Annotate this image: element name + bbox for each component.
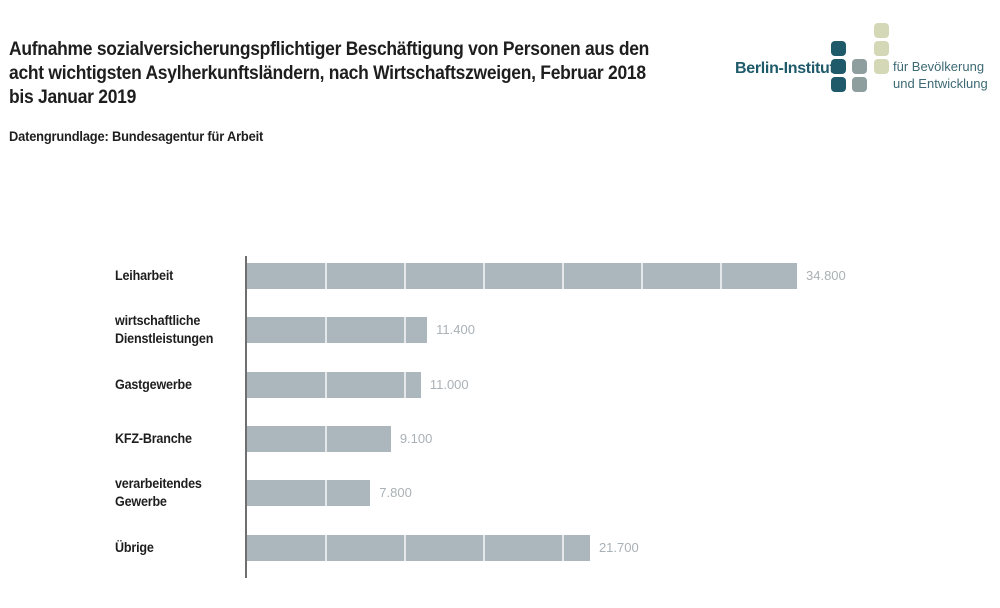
category-label-line: Gewerbe bbox=[115, 494, 167, 510]
category-label-line: Dienstleistungen bbox=[115, 331, 214, 347]
bar bbox=[247, 534, 590, 561]
logo-square-icon bbox=[874, 59, 889, 74]
gridline bbox=[483, 534, 486, 561]
gridline bbox=[720, 263, 723, 289]
title-line-1: Aufnahme sozialversicherungspflichtiger … bbox=[9, 39, 650, 60]
logo-square-icon bbox=[831, 59, 846, 74]
category-label-line: KFZ-Branche bbox=[115, 430, 192, 446]
logo-tagline-2: und Entwicklung bbox=[893, 76, 988, 91]
chart-subtitle: Datengrundlage: Bundesagentur für Arbeit bbox=[9, 128, 264, 144]
bar bbox=[247, 371, 421, 398]
bar bbox=[247, 480, 371, 507]
gridline bbox=[404, 371, 407, 398]
y-axis-line bbox=[245, 256, 247, 578]
gridline bbox=[325, 263, 328, 289]
institute-logo: Berlin-Institut für Bevölkerung und Entw… bbox=[735, 20, 995, 100]
category-label: verarbeitendes Gewerbe bbox=[115, 475, 202, 511]
bar bbox=[247, 317, 428, 344]
category-label: Gastgewerbe bbox=[115, 376, 192, 394]
category-label: Leiharbeit bbox=[115, 267, 173, 285]
category-label-line: Leiharbeit bbox=[115, 268, 174, 283]
logo-name: Berlin-Institut bbox=[735, 60, 835, 77]
logo-square-icon bbox=[852, 77, 867, 92]
gridline bbox=[562, 263, 565, 289]
gridline bbox=[483, 263, 486, 289]
gridline bbox=[641, 263, 644, 289]
logo-square-icon bbox=[831, 77, 846, 92]
gridline bbox=[325, 317, 328, 344]
value-label: 7.800 bbox=[379, 485, 412, 501]
category-label: KFZ-Branche bbox=[115, 430, 192, 448]
title-line-2: acht wichtigsten Asylherkunftsländern, n… bbox=[9, 63, 646, 84]
gridline bbox=[404, 263, 407, 289]
gridline bbox=[325, 480, 328, 507]
category-label-line: wirtschaftliche bbox=[115, 313, 201, 329]
category-label: Übrige bbox=[115, 539, 154, 557]
logo-tagline-1: für Bevölkerung bbox=[893, 59, 985, 74]
gridline bbox=[325, 425, 328, 452]
value-label: 11.400 bbox=[436, 322, 475, 338]
gridline bbox=[404, 317, 407, 344]
category-label-line: Gastgewerbe bbox=[115, 376, 192, 392]
value-label: 34.800 bbox=[806, 268, 846, 283]
logo-square-icon bbox=[874, 23, 889, 38]
category-label-line: verarbeitendes bbox=[115, 476, 202, 492]
gridline bbox=[404, 534, 407, 561]
bar bbox=[247, 263, 797, 289]
category-label: wirtschaftliche Dienstleistungen bbox=[115, 312, 213, 348]
bar bbox=[247, 425, 391, 452]
chart-title: Aufnahme sozialversicherungspflichtiger … bbox=[9, 38, 653, 110]
gridline bbox=[562, 534, 565, 561]
value-label: 9.100 bbox=[399, 430, 433, 446]
category-label-line: Übrige bbox=[115, 539, 154, 555]
title-line-3: bis Januar 2019 bbox=[9, 87, 137, 108]
value-label: 11.000 bbox=[429, 376, 469, 392]
value-label: 21.700 bbox=[598, 539, 639, 555]
logo-square-icon bbox=[874, 41, 889, 56]
logo-square-icon bbox=[831, 41, 846, 56]
gridline bbox=[325, 371, 328, 398]
gridline bbox=[325, 534, 328, 561]
logo-square-icon bbox=[852, 59, 867, 74]
